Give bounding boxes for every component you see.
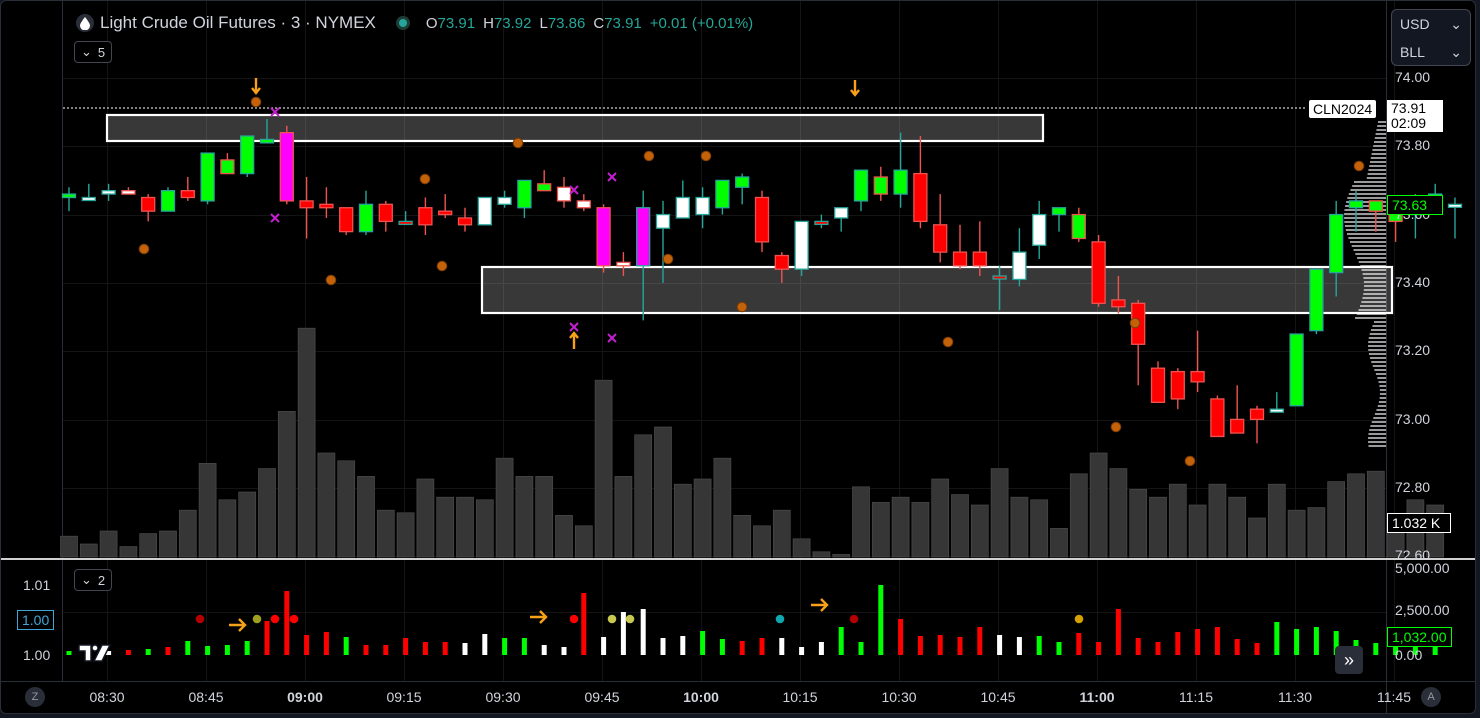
grid-line bbox=[800, 1, 801, 681]
ohlc-high: H73.92 bbox=[483, 14, 532, 32]
grid-line bbox=[998, 1, 999, 681]
chevron-down-icon: ⌄ bbox=[81, 572, 92, 587]
grid-line bbox=[206, 1, 207, 681]
grid-line bbox=[1394, 1, 1395, 681]
scroll-to-realtime-button[interactable]: » bbox=[1335, 646, 1363, 674]
price-label: 72.80 bbox=[1395, 478, 1431, 495]
symbol-legend: Light Crude Oil Futures · 3 · NYMEX O73.… bbox=[76, 13, 761, 33]
time-tick: 10:45 bbox=[980, 689, 1016, 705]
sub-axis-label: 5,000.00 bbox=[1395, 560, 1450, 576]
time-tick: 11:30 bbox=[1278, 689, 1312, 705]
bar-countdown: 02:09 bbox=[1391, 115, 1427, 131]
pane-separator[interactable] bbox=[1, 558, 1475, 560]
currency-select[interactable]: USD ⌄ bbox=[1400, 15, 1462, 33]
volume-marker: 1.032 K bbox=[1387, 513, 1451, 533]
grid-line bbox=[63, 214, 1386, 216]
grid-line bbox=[107, 1, 108, 681]
grid-line bbox=[602, 1, 603, 681]
zoom-reset-button[interactable]: Z bbox=[25, 687, 45, 707]
sub-axis-label: 0.00 bbox=[1395, 647, 1423, 663]
left-axis bbox=[1, 1, 63, 681]
grid-line bbox=[899, 1, 900, 681]
time-tick: 11:45 bbox=[1377, 689, 1411, 705]
indicators-collapse-button[interactable]: ⌄ 5 bbox=[74, 41, 113, 63]
grid-line bbox=[503, 1, 504, 681]
sub-axis-label: 2,500.00 bbox=[1395, 602, 1450, 618]
sub-value-marker: 1,032.00 bbox=[1387, 627, 1452, 647]
left-axis-label: 1.00 bbox=[23, 647, 51, 663]
price-label: 73.80 bbox=[1395, 137, 1431, 154]
chevron-down-icon: ⌄ bbox=[1450, 15, 1462, 32]
time-tick: 10:30 bbox=[881, 689, 917, 705]
ohlc-change: +0.01 (+0.01%) bbox=[649, 14, 754, 32]
grid-line bbox=[1097, 1, 1098, 681]
price-label: 72.60 bbox=[1395, 547, 1431, 564]
price-label: 73.40 bbox=[1395, 273, 1431, 290]
chart-canvas[interactable] bbox=[1, 1, 1476, 681]
time-tick: 09:45 bbox=[584, 689, 620, 705]
chevron-down-icon: ⌄ bbox=[81, 44, 92, 59]
ohlc-close: C73.91 bbox=[593, 14, 642, 32]
market-status-icon[interactable] bbox=[395, 16, 410, 30]
ohlc-open: O73.91 bbox=[425, 14, 476, 32]
time-tick: 08:30 bbox=[89, 689, 125, 705]
grid-line bbox=[404, 1, 405, 681]
grid-line bbox=[63, 419, 1386, 421]
grid-line bbox=[701, 1, 702, 681]
oil-drop-icon bbox=[76, 14, 94, 32]
tradingview-logo[interactable] bbox=[77, 641, 113, 670]
time-tick: 11:15 bbox=[1179, 689, 1213, 705]
grid-line bbox=[1196, 1, 1197, 681]
unit-select[interactable]: BLL ⌄ bbox=[1400, 43, 1462, 61]
symbol-tag: CLN2024 bbox=[1309, 100, 1377, 118]
chevron-down-icon: ⌄ bbox=[1450, 43, 1462, 60]
unit-selector: USD ⌄ BLL ⌄ bbox=[1391, 9, 1471, 66]
time-tick: 08:45 bbox=[188, 689, 224, 705]
time-tick: 11:00 bbox=[1079, 689, 1115, 705]
price-axis-border bbox=[1386, 1, 1387, 713]
grid-line bbox=[63, 78, 1386, 79]
price-label: 73.00 bbox=[1395, 410, 1431, 427]
time-tick: 10:15 bbox=[782, 689, 818, 705]
grid-line bbox=[63, 282, 1386, 284]
last-price-label: 73.91 02:09 bbox=[1387, 100, 1443, 132]
time-tick: 10:00 bbox=[683, 689, 719, 705]
time-axis-border bbox=[1, 681, 1475, 682]
price-label: 73.20 bbox=[1395, 342, 1431, 359]
grid-line bbox=[63, 351, 1386, 353]
time-tick: 09:30 bbox=[485, 689, 521, 705]
grid-line bbox=[63, 146, 1386, 148]
ohlc-low: L73.86 bbox=[539, 14, 586, 32]
left-axis-label: 1.01 bbox=[23, 577, 51, 593]
left-axis-marker: 1.00 bbox=[17, 610, 55, 630]
time-tick: 09:15 bbox=[386, 689, 422, 705]
sub-indicators-collapse-button[interactable]: ⌄ 2 bbox=[74, 569, 113, 591]
current-price-marker: 73.63 bbox=[1387, 195, 1443, 215]
symbol-title[interactable]: Light Crude Oil Futures · 3 · NYMEX bbox=[100, 13, 376, 32]
auto-scale-button[interactable]: A bbox=[1421, 687, 1441, 707]
time-tick: 09:00 bbox=[287, 689, 323, 705]
price-label: 74.00 bbox=[1395, 69, 1431, 85]
